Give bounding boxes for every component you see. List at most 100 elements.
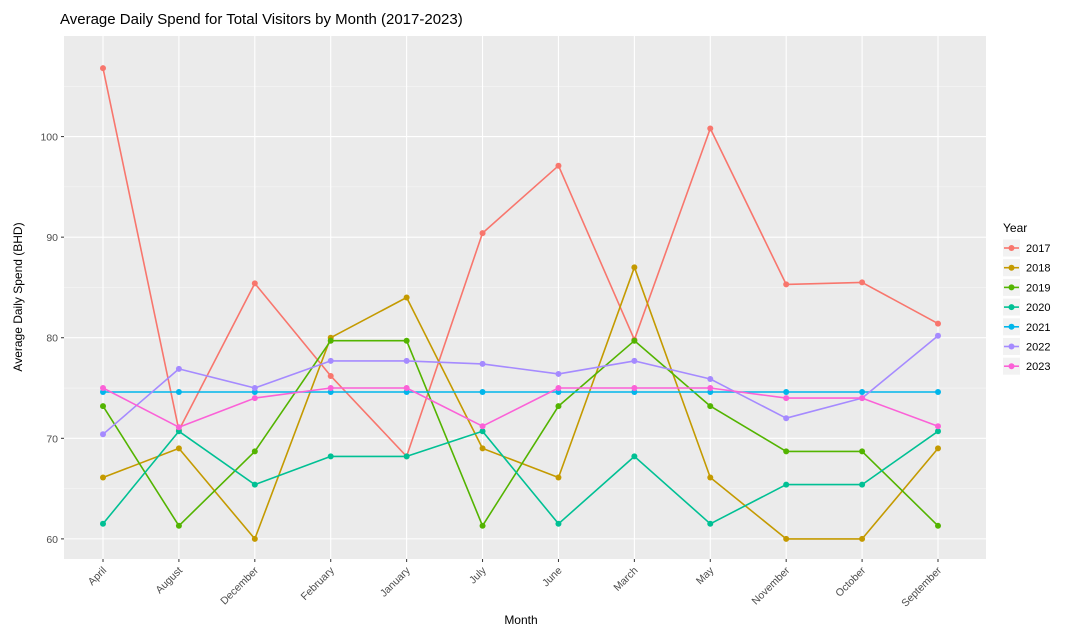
data-point-2017 [935,320,941,327]
data-point-2023 [327,385,334,392]
y-tick-label: 70 [46,433,58,445]
data-point-2018 [859,535,866,542]
data-point-2019 [783,448,790,455]
series-line-2017 [102,68,939,458]
x-tick-label: January [378,564,413,599]
x-tick-label: April [86,565,109,588]
data-point-2021 [935,389,941,396]
data-point-2023 [403,385,410,392]
data-point-2018 [479,445,486,452]
data-point-2023 [859,395,866,402]
data-point-2018 [403,294,410,301]
x-tick-label: August [153,565,185,597]
data-point-2022 [707,375,714,382]
data-point-2019 [479,522,486,529]
x-tick-label: February [299,564,338,603]
y-tick-label: 100 [40,132,58,144]
series-line-2018 [102,266,939,540]
data-point-2020 [100,520,106,527]
data-point-2023 [251,395,258,402]
data-point-2019 [327,337,334,344]
data-point-2017 [707,125,714,132]
series-line-2020 [102,430,939,525]
data-point-2022 [783,415,790,422]
x-tick-label: May [694,564,717,587]
data-point-2018 [251,535,258,542]
y-axis-title: Average Daily Spend (BHD) [11,222,25,371]
data-point-2022 [935,332,941,339]
grid-layer [64,36,986,559]
data-point-2019 [251,448,258,455]
series-line-2022 [102,335,939,435]
data-point-2018 [935,445,941,452]
data-point-2017 [859,279,866,286]
legend-key-point [1008,363,1015,370]
data-point-2021 [859,389,866,396]
data-point-2020 [251,481,258,488]
data-point-2022 [327,357,334,364]
legend-key-point [1008,284,1015,291]
data-point-2019 [707,403,714,410]
data-point-2021 [175,389,182,396]
data-point-2023 [707,385,714,392]
plot-panel [64,36,986,559]
data-point-2020 [859,481,866,488]
series-line-2019 [102,339,939,527]
data-point-2022 [631,357,638,364]
data-point-2022 [100,431,106,438]
data-point-2023 [555,385,562,392]
data-point-2023 [100,385,106,392]
data-point-2022 [403,357,410,364]
legend-label: 2019 [1026,282,1050,294]
data-point-2022 [175,365,182,372]
x-tick-label: December [218,564,261,607]
legend-label: 2017 [1026,243,1050,255]
data-point-2022 [251,385,258,392]
legend-key-point [1008,343,1015,350]
data-point-2019 [175,522,182,529]
x-tick-label: October [833,564,868,599]
data-point-2017 [555,162,562,169]
data-point-2018 [631,264,638,271]
data-point-2018 [175,445,182,452]
legend-label: 2022 [1026,342,1050,354]
data-point-2019 [935,522,941,529]
x-tick-label: June [540,565,565,590]
data-point-2020 [707,520,714,527]
x-tick-label: March [611,565,640,594]
legend-key-point [1008,264,1015,271]
legend-title: Year [1003,221,1027,235]
data-point-2019 [631,337,638,344]
data-point-2017 [783,281,790,288]
series-lines [102,68,939,540]
data-point-2021 [479,389,486,396]
y-axis-ticks: 60 70 80 90 100 [40,132,64,546]
legend-label: 2021 [1026,322,1050,334]
legend-key-point [1008,323,1015,330]
data-point-2019 [555,403,562,410]
data-point-2018 [555,474,562,481]
data-point-2017 [251,280,258,287]
x-axis-ticks: April August December February January July Ju… [86,559,944,609]
data-point-2023 [631,385,638,392]
data-point-2019 [859,448,866,455]
data-point-2018 [100,474,106,481]
series-line-2023 [102,387,939,429]
series-points [100,65,941,542]
data-point-2023 [935,423,941,430]
data-point-2019 [100,403,106,410]
data-point-2020 [935,428,941,435]
legend-key-point [1008,245,1015,251]
data-point-2019 [403,337,410,344]
data-point-2020 [403,453,410,460]
data-point-2023 [175,424,182,431]
x-tick-label: September [899,564,944,609]
x-tick-label: July [467,564,489,586]
data-point-2018 [707,474,714,481]
legend-key-point [1008,304,1015,311]
data-point-2017 [327,372,334,379]
data-point-2022 [479,360,486,367]
data-point-2020 [327,453,334,460]
x-tick-label: November [750,564,793,607]
